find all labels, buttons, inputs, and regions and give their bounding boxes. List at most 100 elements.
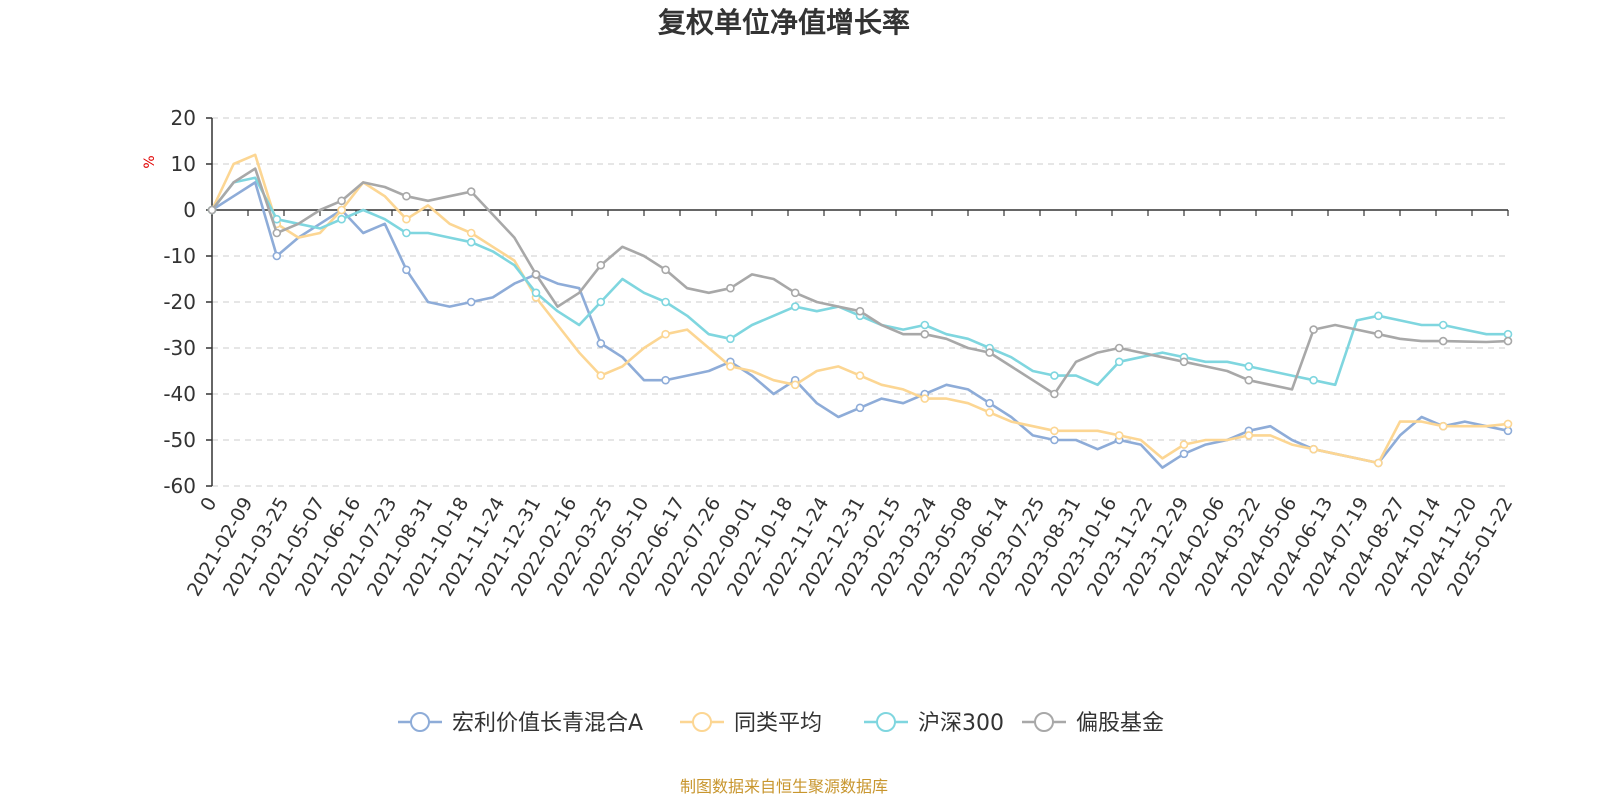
y-tick-label: -60 xyxy=(163,474,196,498)
data-point xyxy=(1309,444,1318,454)
data-point xyxy=(1438,320,1448,330)
legend-marker-icon xyxy=(410,712,430,732)
data-point xyxy=(402,191,411,201)
data-point xyxy=(985,408,994,417)
legend-label: 偏股基金 xyxy=(1076,711,1164,736)
data-point xyxy=(466,237,476,247)
data-point xyxy=(1179,440,1189,449)
data-point xyxy=(531,288,541,298)
data-point xyxy=(596,260,606,270)
data-point xyxy=(1503,329,1513,339)
y-tick-label: -30 xyxy=(163,336,196,360)
data-point xyxy=(466,297,476,307)
series-line-2 xyxy=(210,176,1508,387)
data-point xyxy=(1309,375,1318,385)
y-tick-label: 10 xyxy=(171,152,196,176)
data-point xyxy=(1503,336,1513,346)
y-tick-label: -50 xyxy=(163,428,196,452)
data-point xyxy=(272,251,282,261)
data-point xyxy=(1114,343,1124,353)
data-point xyxy=(337,205,346,215)
data-point xyxy=(855,306,865,316)
legend-item-2[interactable]: 沪深300 xyxy=(864,711,1004,736)
data-point xyxy=(1050,426,1059,436)
legend-item-1[interactable]: 同类平均 xyxy=(680,711,822,736)
data-point xyxy=(466,187,476,196)
data-point xyxy=(661,329,670,339)
data-point xyxy=(402,228,411,238)
data-point xyxy=(790,302,800,311)
data-point xyxy=(1179,449,1189,459)
data-point xyxy=(1244,431,1254,440)
data-point xyxy=(1438,336,1448,346)
data-point xyxy=(1374,458,1383,468)
legend-label: 沪深300 xyxy=(918,711,1004,736)
data-point xyxy=(920,394,930,403)
series-lines xyxy=(207,153,1513,469)
x-tick-label: 0 xyxy=(196,494,221,515)
data-point xyxy=(920,329,930,339)
legend-marker-icon xyxy=(876,712,896,732)
legend-item-0[interactable]: 宏利价值长青混合A xyxy=(398,711,643,736)
axes xyxy=(206,117,1509,487)
y-tick-label: 20 xyxy=(171,106,196,130)
legend-marker-icon xyxy=(1034,712,1054,732)
data-point xyxy=(596,297,606,307)
y-tick-labels: 20 10 0 -10 -20 -30 -40 -50 -60 xyxy=(163,106,196,498)
data-point xyxy=(985,348,994,357)
legend-item-3[interactable]: 偏股基金 xyxy=(1022,711,1164,736)
data-point xyxy=(1179,357,1189,367)
data-point xyxy=(1244,375,1254,385)
data-point xyxy=(790,380,800,390)
legend-label: 宏利价值长青混合A xyxy=(452,711,643,736)
series-line-0 xyxy=(211,181,1509,469)
data-point xyxy=(531,270,541,279)
y-tick-label: -10 xyxy=(163,244,196,268)
x-tick-labels: 02021-02-092021-03-252021-05-072021-06-1… xyxy=(183,494,1517,601)
data-point xyxy=(726,334,735,344)
data-point xyxy=(402,265,411,275)
data-point xyxy=(1050,389,1059,399)
data-point xyxy=(466,228,476,238)
data-point xyxy=(661,265,670,275)
data-point xyxy=(272,228,282,238)
data-point xyxy=(1050,435,1059,445)
data-point xyxy=(855,371,865,380)
chart-title: 复权单位净值增长率 xyxy=(658,6,910,39)
data-point xyxy=(726,362,735,371)
data-point xyxy=(1050,371,1059,380)
data-point xyxy=(1374,311,1383,321)
legend-label: 同类平均 xyxy=(734,711,822,736)
data-point xyxy=(337,196,346,206)
data-point xyxy=(207,205,217,215)
data-point xyxy=(1114,357,1124,367)
y-tick-label: 0 xyxy=(183,198,196,222)
y-axis-label: % xyxy=(142,155,158,168)
data-point xyxy=(402,214,411,224)
legend: 宏利价值长青混合A 同类平均 沪深300 偏股基金 xyxy=(398,711,1164,736)
legend-marker-icon xyxy=(692,712,712,732)
data-point xyxy=(1374,329,1383,339)
data-point xyxy=(661,297,670,307)
data-point xyxy=(1244,362,1254,371)
data-point xyxy=(985,398,994,408)
data-point xyxy=(855,403,865,413)
data-point xyxy=(920,320,930,330)
data-point xyxy=(1438,421,1448,431)
data-point xyxy=(726,283,735,293)
data-point xyxy=(1114,431,1124,440)
data-source-note: 制图数据来自恒生聚源数据库 xyxy=(680,777,888,796)
series-line-3 xyxy=(210,167,1509,396)
y-tick-label: -20 xyxy=(163,290,196,314)
data-point xyxy=(337,214,346,224)
data-point xyxy=(1503,419,1513,429)
data-point xyxy=(1309,325,1318,334)
data-point xyxy=(596,371,606,380)
grid-lines xyxy=(212,117,1508,487)
y-tick-label: -40 xyxy=(163,382,196,406)
data-point xyxy=(596,339,606,348)
data-point xyxy=(661,375,670,385)
data-point xyxy=(1503,426,1513,436)
data-point xyxy=(790,288,800,298)
